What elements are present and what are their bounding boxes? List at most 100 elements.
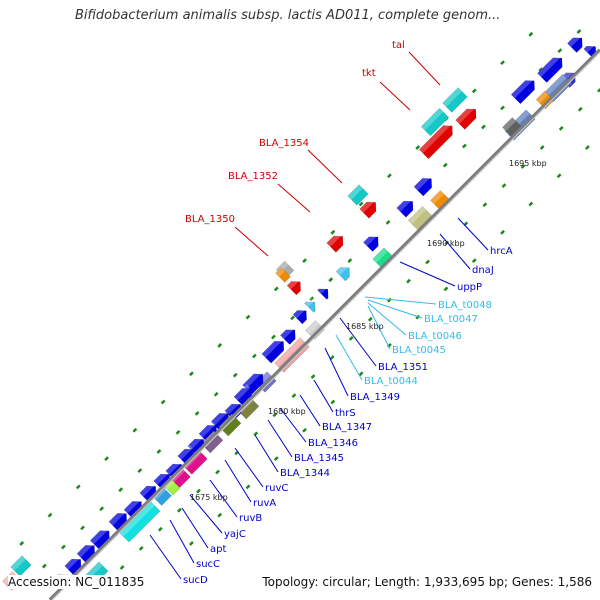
tick-mark — [80, 525, 85, 531]
gene-block-lower — [261, 336, 285, 364]
label-leader — [379, 81, 411, 111]
tick-mark — [387, 173, 392, 179]
gene-label: yajC — [224, 529, 246, 540]
tick-mark — [520, 164, 526, 169]
tick-mark — [500, 229, 505, 235]
gene-block-lower — [430, 190, 450, 210]
tick-mark — [557, 48, 563, 53]
tick-mark — [576, 29, 582, 34]
tick-mark — [367, 316, 373, 322]
tick-mark — [415, 314, 421, 320]
label-leader — [367, 305, 391, 350]
scale-label: 1685 kbp — [346, 322, 384, 331]
tick-mark — [444, 240, 450, 246]
gene-block-lower — [274, 337, 310, 373]
label-leader — [408, 51, 441, 86]
gene-block-upper — [442, 87, 468, 113]
tick-mark — [271, 334, 276, 340]
tick-mark — [273, 456, 279, 461]
gene-block-lower — [502, 117, 522, 137]
tick-mark — [196, 488, 201, 494]
tick-mark — [215, 469, 220, 475]
tick-mark — [425, 259, 430, 265]
tick-mark — [358, 371, 364, 377]
gene-label: tal — [392, 40, 405, 51]
tick-mark — [481, 124, 486, 130]
tick-mark — [539, 145, 545, 150]
genome-backbone — [48, 48, 600, 600]
tick-mark — [137, 468, 143, 473]
gene-block-lower — [305, 320, 325, 340]
tick-mark — [273, 286, 279, 292]
label-leader — [209, 479, 238, 518]
gene-block-upper — [420, 107, 450, 137]
tick-mark — [213, 391, 219, 397]
gene-block-lower — [413, 174, 432, 197]
tick-mark — [329, 355, 335, 360]
gene-label: uppP — [457, 282, 482, 293]
gene-block-lower — [396, 196, 414, 218]
tick-mark — [75, 484, 81, 490]
tick-mark — [194, 410, 200, 416]
tick-mark — [482, 202, 488, 208]
tick-mark — [217, 343, 223, 348]
gene-label: BLA_t0046 — [408, 331, 462, 342]
tick-mark — [443, 286, 449, 292]
tick-mark — [47, 512, 53, 518]
tick-mark — [245, 484, 251, 490]
gene-labels: tal tkt BLA_1354 BLA_1352 BLA_1350 hrcA dnaJ up… — [183, 40, 513, 586]
label-leader — [335, 334, 363, 381]
tick-mark — [245, 314, 251, 320]
tick-mark — [501, 183, 507, 189]
gene-label: BLA_1347 — [322, 422, 372, 433]
tick-mark — [577, 106, 583, 112]
genome-backbone-inner — [51, 51, 600, 600]
tick-mark — [442, 162, 448, 168]
gene-label: BLA_1345 — [294, 453, 344, 464]
label-leader — [254, 434, 279, 473]
gene-block-lower — [280, 325, 296, 345]
tick-mark — [160, 399, 166, 405]
gene-block-lower — [304, 297, 316, 313]
label-leader — [367, 302, 407, 336]
tick-mark — [302, 258, 307, 263]
tick-mark — [538, 67, 544, 73]
gene-label: BLA_t0045 — [392, 345, 446, 356]
accession-label: Accession: NC_011835 — [8, 575, 149, 589]
tick-mark — [189, 371, 194, 377]
tick-mark — [309, 296, 315, 302]
label-leader — [234, 447, 264, 488]
gene-label: ruvB — [239, 513, 262, 524]
gene-block-lower — [292, 306, 307, 325]
gene-label: ruvC — [265, 483, 288, 494]
tick-mark — [41, 563, 47, 569]
scale-label: 1695 kbp — [509, 159, 547, 168]
tick-mark — [156, 449, 162, 454]
tick-mark — [253, 431, 259, 437]
tick-mark — [177, 507, 182, 513]
tick-mark — [251, 353, 257, 359]
tick-mark — [189, 541, 194, 546]
tick-mark — [138, 545, 144, 551]
tick-marks — [19, 29, 600, 570]
tick-mark — [585, 145, 590, 150]
tick-mark — [500, 105, 505, 111]
label-leader — [181, 507, 209, 549]
gene-label: tkt — [362, 68, 376, 79]
label-leader — [367, 299, 423, 319]
gene-block-lower — [317, 284, 329, 300]
gene-label: BLA_t0048 — [438, 300, 492, 311]
scale-label: 1690 kbp — [427, 239, 465, 248]
tick-mark — [232, 372, 238, 378]
tick-mark — [406, 278, 411, 284]
gene-label: BLA_1346 — [308, 438, 358, 449]
gene-block-upper — [359, 197, 377, 219]
label-leader — [364, 296, 437, 305]
gene-block-upper — [286, 277, 301, 296]
gene-label: ruvA — [253, 498, 276, 509]
tick-mark — [330, 399, 336, 405]
gene-label: dnaJ — [472, 265, 494, 276]
scale-label: 1675 kbp — [190, 493, 228, 502]
gene-label: BLA_t0047 — [424, 314, 478, 325]
